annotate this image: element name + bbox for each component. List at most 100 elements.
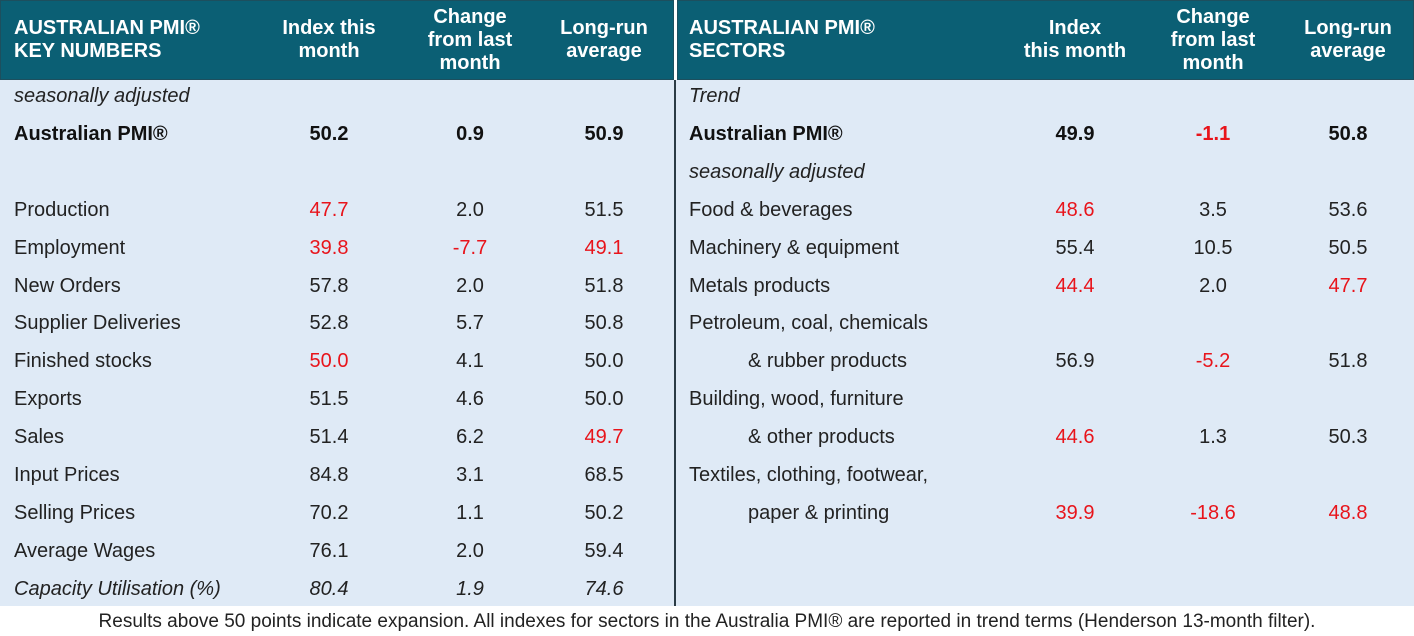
- value-cell: 2.0: [1199, 274, 1227, 297]
- header-line: Long-run: [560, 17, 648, 39]
- value-cell: 44.4: [1055, 274, 1095, 297]
- value-cell: 1.3: [1199, 426, 1227, 449]
- footnote: Results above 50 points indicate expansi…: [98, 611, 1316, 632]
- value-cell: 51.5: [309, 388, 349, 411]
- value-cell: 4.6: [456, 388, 484, 411]
- value-cell: 55.4: [1055, 236, 1095, 259]
- value-cell: 51.8: [584, 274, 624, 297]
- value-cell: 2.0: [456, 198, 484, 221]
- value-cell: 50.0: [309, 350, 349, 373]
- header-line: AUSTRALIAN PMI®: [689, 17, 875, 39]
- row-label: Australian PMI®: [689, 122, 843, 145]
- column-header: Long-run average: [1304, 0, 1392, 80]
- value-cell: 84.8: [309, 464, 349, 486]
- left-body: [0, 80, 674, 606]
- header-line: this month: [1023, 40, 1127, 62]
- value-cell: 68.5: [584, 464, 624, 486]
- value-cell: 80.4: [309, 577, 349, 600]
- header-line: average: [1310, 40, 1386, 62]
- value-cell: 2.0: [456, 274, 484, 297]
- column-header: Change from last month: [1171, 0, 1255, 80]
- left-header: [0, 0, 674, 80]
- row-label: Metals products: [689, 274, 831, 297]
- value-cell: 53.6: [1328, 198, 1368, 221]
- value-cell: 49.7: [584, 426, 624, 449]
- value-cell: 2.0: [456, 539, 484, 562]
- row-label: Australian PMI®: [14, 122, 168, 145]
- row-label: Selling Prices: [14, 501, 136, 524]
- header-line: Change: [1176, 5, 1250, 28]
- header-line: KEY NUMBERS: [14, 40, 162, 62]
- row-label: seasonally adjusted: [689, 160, 865, 183]
- right-body: [676, 80, 1414, 606]
- value-cell: 5.7: [456, 312, 484, 335]
- value-cell: 57.8: [309, 274, 349, 297]
- value-cell: 39.9: [1055, 501, 1095, 524]
- header-title: AUSTRALIAN PMI® SECTORS: [689, 0, 875, 80]
- value-cell: 3.5: [1199, 198, 1227, 221]
- header-line: Change: [433, 5, 507, 28]
- header-line: SECTORS: [689, 40, 786, 62]
- value-cell: -7.7: [452, 236, 488, 259]
- value-cell: 50.8: [1328, 122, 1368, 145]
- value-cell: 59.4: [584, 539, 624, 562]
- row-label: & rubber products: [748, 350, 907, 373]
- value-cell: 56.9: [1055, 350, 1095, 373]
- value-cell: 70.2: [309, 501, 349, 524]
- value-cell: 76.1: [309, 539, 349, 562]
- value-cell: 10.5: [1193, 236, 1233, 259]
- header-line: Index this: [282, 17, 376, 39]
- row-label: Production: [14, 198, 110, 221]
- header-line: AUSTRALIAN PMI®: [14, 17, 200, 39]
- row-label: Finished stocks: [14, 350, 152, 373]
- value-cell: 6.2: [456, 426, 484, 449]
- row-label: Petroleum, coal, chemicals: [689, 312, 928, 335]
- column-header: Change from last month: [428, 0, 512, 80]
- header-line: from last: [427, 28, 513, 51]
- value-cell: 1.9: [456, 577, 484, 600]
- value-cell: 48.8: [1328, 501, 1368, 524]
- value-cell: 50.9: [584, 122, 624, 145]
- value-cell: 52.8: [309, 312, 349, 335]
- column-header: Index this month: [282, 0, 375, 80]
- row-label: Textiles, clothing, footwear,: [689, 464, 929, 486]
- value-cell: 47.7: [1328, 274, 1368, 297]
- row-label: New Orders: [14, 274, 121, 297]
- row-label: Building, wood, furniture: [689, 388, 904, 411]
- value-cell: 48.6: [1055, 198, 1095, 221]
- value-cell: 50.0: [584, 350, 624, 373]
- header-line: Index: [1048, 17, 1102, 39]
- row-label: Trend: [689, 85, 740, 107]
- value-cell: 50.2: [309, 122, 349, 145]
- row-label: Exports: [14, 388, 82, 411]
- header-title: AUSTRALIAN PMI® KEY NUMBERS: [14, 0, 200, 80]
- row-label: Average Wages: [14, 539, 156, 562]
- value-cell: 50.2: [584, 501, 624, 524]
- header-line: month: [439, 51, 501, 74]
- column-header: Long-run average: [560, 0, 648, 80]
- value-cell: 39.8: [309, 236, 349, 259]
- value-cell: 50.0: [584, 388, 624, 411]
- row-label: Machinery & equipment: [689, 236, 900, 259]
- value-cell: 1.1: [456, 501, 484, 524]
- row-label: Supplier Deliveries: [14, 312, 181, 335]
- value-cell: 44.6: [1055, 426, 1095, 449]
- value-cell: 50.8: [584, 312, 624, 335]
- value-cell: 51.4: [309, 426, 349, 449]
- row-label: Capacity Utilisation (%): [14, 577, 221, 600]
- value-cell: 51.8: [1328, 350, 1368, 373]
- row-label: Food & beverages: [689, 198, 853, 221]
- right-header: [677, 0, 1414, 80]
- divider: [674, 80, 676, 606]
- value-cell: 3.1: [456, 464, 484, 486]
- value-cell: 49.9: [1055, 122, 1095, 145]
- header-line: from last: [1170, 28, 1256, 51]
- value-cell: -18.6: [1190, 501, 1236, 524]
- row-label: seasonally adjusted: [14, 85, 190, 107]
- value-cell: 0.9: [456, 122, 484, 145]
- row-label: paper & printing: [748, 501, 890, 524]
- row-label: Input Prices: [14, 464, 120, 486]
- header-line: average: [566, 40, 642, 62]
- header-line: month: [1182, 51, 1244, 74]
